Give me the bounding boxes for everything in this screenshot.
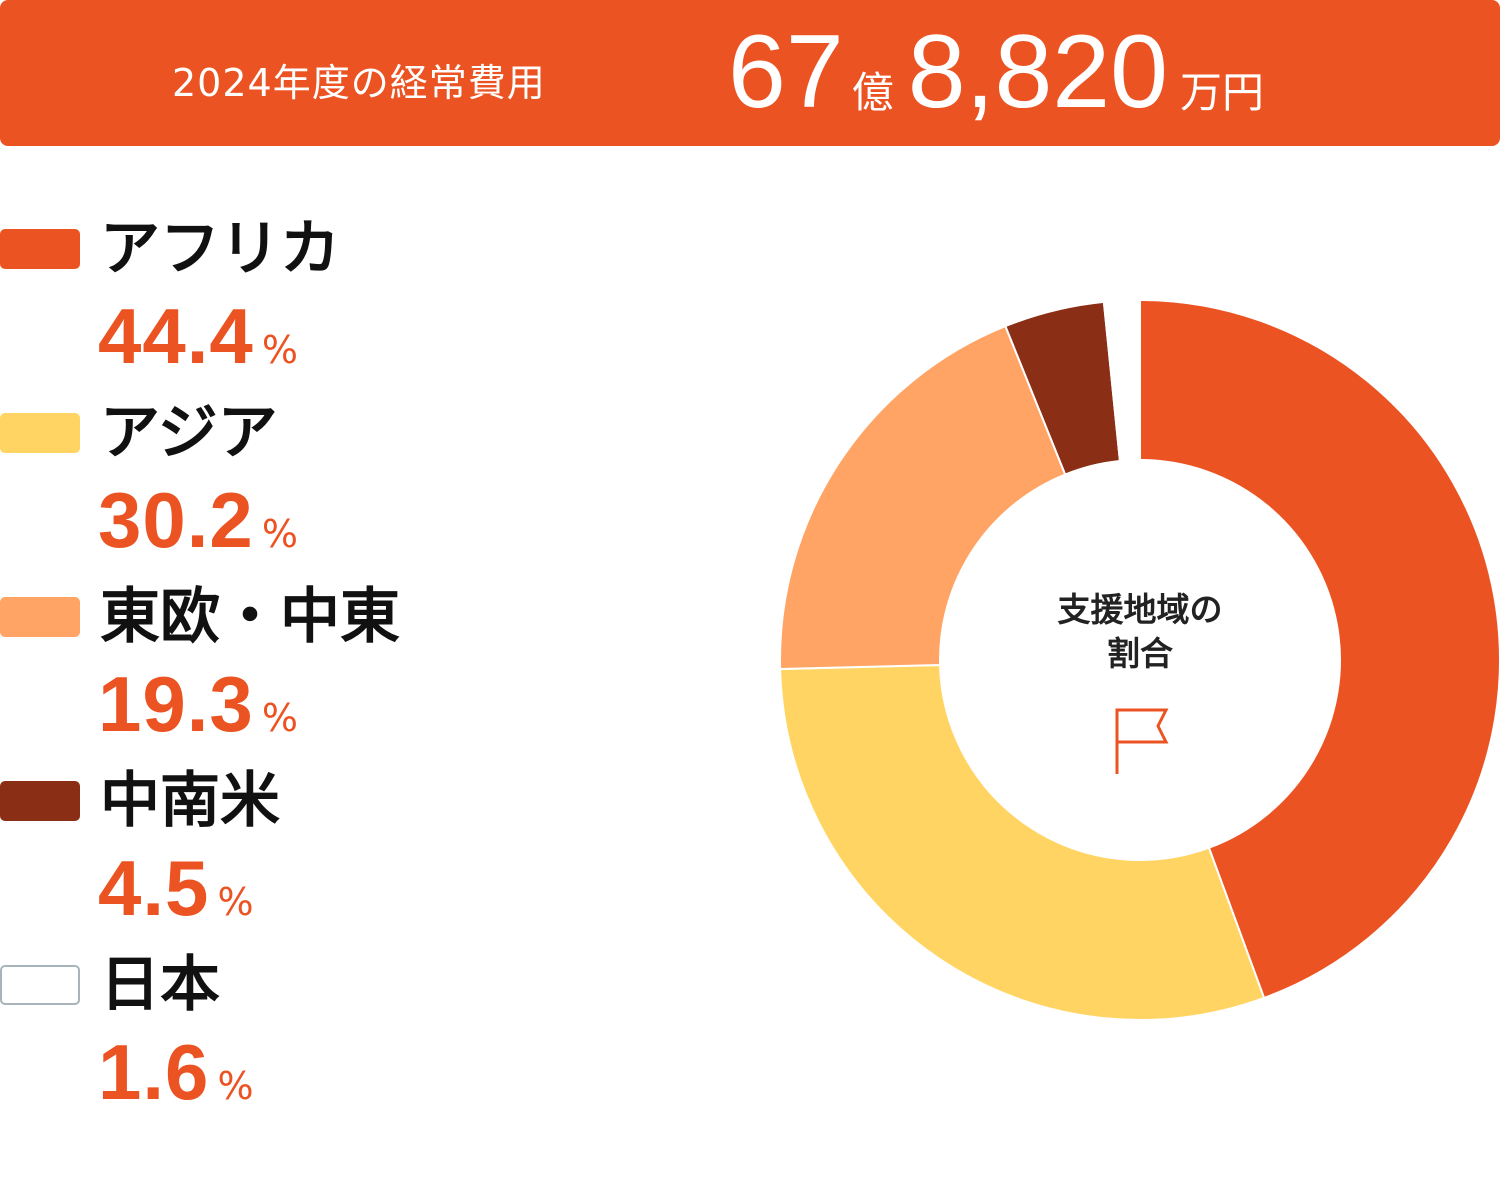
legend-item-asia: アジア 30.2 % xyxy=(0,389,560,573)
flag-icon xyxy=(1115,708,1169,774)
percent-value: 30.2 xyxy=(98,476,254,564)
amount-man-unit: 万円 xyxy=(1179,68,1264,117)
legend-swatch-asia xyxy=(0,413,80,453)
legend-item-japan: 日本 1.6 % xyxy=(0,941,560,1125)
percent-value: 1.6 xyxy=(98,1028,210,1116)
legend-value-japan: 1.6 % xyxy=(98,1029,254,1115)
legend-swatch-japan xyxy=(0,965,80,1005)
legend-swatch-latin-america xyxy=(0,781,80,821)
percent-sign: % xyxy=(217,880,254,924)
legend-item-africa: アフリカ 44.4 % xyxy=(0,205,560,389)
amount-oku-unit: 億 xyxy=(851,68,894,117)
donut-slice-eastern-europe-middle-east xyxy=(779,324,1067,671)
legend: アフリカ 44.4 % アジア 30.2 % 東欧・中東 19.3 % 中南米 … xyxy=(0,205,560,1125)
legend-label-africa: アフリカ xyxy=(100,214,340,284)
expense-amount: 67 億 8,820 万円 xyxy=(728,12,1264,132)
expense-label: 2024年度の経常費用 xyxy=(172,61,546,105)
donut-chart xyxy=(779,298,1500,1021)
summary-banner: 2024年度の経常費用 67 億 8,820 万円 xyxy=(0,0,1500,146)
legend-value-africa: 44.4 % xyxy=(98,293,298,379)
percent-value: 44.4 xyxy=(98,292,254,380)
legend-value-asia: 30.2 % xyxy=(98,477,298,563)
legend-swatch-africa xyxy=(0,229,80,269)
legend-value-eastern-europe-middle-east: 19.3 % xyxy=(98,661,298,747)
legend-label-asia: アジア xyxy=(100,398,278,468)
legend-label-eastern-europe-middle-east: 東欧・中東 xyxy=(100,582,400,652)
legend-value-latin-america: 4.5 % xyxy=(98,845,254,931)
percent-sign: % xyxy=(261,512,298,556)
amount-oku-value: 67 xyxy=(728,14,844,130)
donut-slice-africa xyxy=(1139,298,1500,1000)
legend-label-japan: 日本 xyxy=(100,950,220,1020)
percent-value: 4.5 xyxy=(98,844,210,932)
legend-label-latin-america: 中南米 xyxy=(100,766,280,836)
legend-swatch-eastern-europe-middle-east xyxy=(0,597,80,637)
legend-item-eastern-europe-middle-east: 東欧・中東 19.3 % xyxy=(0,573,560,757)
percent-sign: % xyxy=(217,1064,254,1108)
chart-center-label: 支援地域の 割合 xyxy=(1040,588,1240,676)
percent-sign: % xyxy=(261,696,298,740)
amount-man-value: 8,820 xyxy=(907,14,1168,130)
percent-sign: % xyxy=(261,328,298,372)
center-label-line2: 割合 xyxy=(1107,634,1173,673)
center-label-line1: 支援地域の xyxy=(1057,590,1223,629)
donut-slice-japan xyxy=(1102,298,1141,463)
donut-slice-asia xyxy=(779,664,1266,1021)
percent-value: 19.3 xyxy=(98,660,254,748)
legend-item-latin-america: 中南米 4.5 % xyxy=(0,757,560,941)
